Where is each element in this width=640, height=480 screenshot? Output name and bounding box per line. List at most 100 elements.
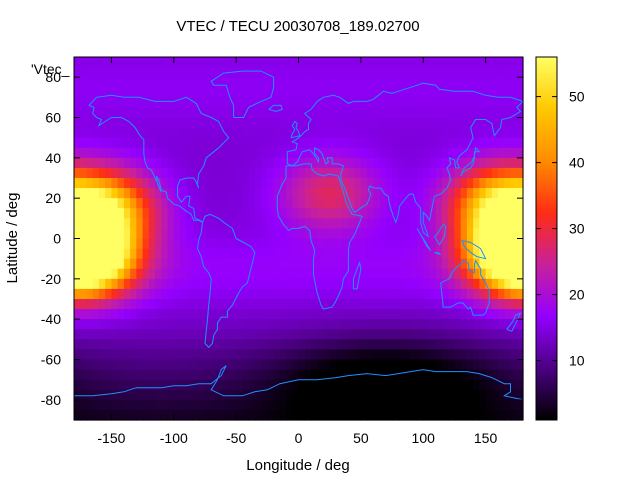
heatmap-cell xyxy=(236,57,243,68)
heatmap-cell xyxy=(248,319,256,330)
heatmap-cell xyxy=(441,137,449,149)
heatmap-cell xyxy=(385,389,393,401)
heatmap-cell xyxy=(354,87,362,98)
heatmap-cell xyxy=(142,97,150,109)
heatmap-cell xyxy=(248,107,256,119)
heatmap-cell xyxy=(261,409,268,421)
heatmap-cell xyxy=(105,178,113,189)
heatmap-cell xyxy=(86,198,94,209)
heatmap-cell xyxy=(279,157,287,169)
heatmap-cell xyxy=(229,319,237,330)
heatmap-cell xyxy=(136,228,144,240)
heatmap-cell xyxy=(323,228,331,240)
heatmap-cell xyxy=(516,238,524,250)
heatmap-cell xyxy=(416,167,424,179)
heatmap-cell xyxy=(279,339,287,351)
heatmap-cell xyxy=(329,359,337,371)
heatmap-cell xyxy=(504,67,512,78)
heatmap-cell xyxy=(80,369,88,381)
heatmap-cell xyxy=(516,208,524,219)
heatmap-cell xyxy=(448,97,456,109)
heatmap-cell xyxy=(448,147,456,159)
heatmap-cell xyxy=(192,107,200,119)
heatmap-cell xyxy=(342,359,349,371)
heatmap-cell xyxy=(92,67,100,78)
heatmap-cell xyxy=(448,77,456,88)
heatmap-cell xyxy=(441,157,449,169)
heatmap-cell xyxy=(236,218,243,230)
heatmap-cell xyxy=(410,258,418,270)
heatmap-cell xyxy=(460,409,468,421)
heatmap-cell xyxy=(448,389,456,401)
heatmap-cell xyxy=(416,389,424,401)
heatmap-cell xyxy=(273,319,281,330)
heatmap-cell xyxy=(130,97,137,109)
heatmap-cell xyxy=(342,248,349,260)
heatmap-cell xyxy=(323,359,331,371)
heatmap-cell xyxy=(398,97,406,109)
heatmap-cell xyxy=(379,329,387,340)
heatmap-cell xyxy=(435,389,443,401)
heatmap-cell xyxy=(186,258,194,270)
heatmap-cell xyxy=(317,369,325,381)
heatmap-cell xyxy=(142,268,150,280)
heatmap-cell xyxy=(404,248,412,260)
heatmap-cell xyxy=(273,309,281,320)
heatmap-cell xyxy=(198,268,206,280)
heatmap-cell xyxy=(398,339,406,351)
heatmap-cell xyxy=(342,137,349,149)
heatmap-cell xyxy=(516,228,524,240)
heatmap-cell xyxy=(385,288,393,300)
heatmap-cell xyxy=(354,359,362,371)
heatmap-cell xyxy=(498,147,505,159)
heatmap-cell xyxy=(211,319,219,330)
heatmap-cell xyxy=(429,349,437,361)
heatmap-cell xyxy=(148,57,156,68)
heatmap-cell xyxy=(211,117,219,129)
heatmap-cell xyxy=(292,238,300,250)
heatmap-cell xyxy=(354,208,362,219)
heatmap-cell xyxy=(348,97,356,109)
heatmap-cell xyxy=(204,379,212,391)
heatmap-cell xyxy=(286,268,293,280)
coastline-path xyxy=(268,104,283,112)
heatmap-cell xyxy=(254,238,262,250)
heatmap-cell xyxy=(510,309,518,320)
heatmap-cell xyxy=(286,178,293,189)
heatmap-cell xyxy=(211,208,219,219)
heatmap-cell xyxy=(92,268,100,280)
heatmap-cell xyxy=(111,167,119,179)
heatmap-cell xyxy=(236,67,243,78)
heatmap-cell xyxy=(74,107,81,119)
heatmap-cell xyxy=(292,228,300,240)
heatmap-cell xyxy=(242,359,250,371)
heatmap-cell xyxy=(504,188,512,199)
heatmap-cell xyxy=(479,188,487,199)
heatmap-cell xyxy=(167,137,175,149)
heatmap-cell xyxy=(86,77,94,88)
heatmap-cell xyxy=(466,178,474,189)
heatmap-cell xyxy=(217,167,225,179)
heatmap-cell xyxy=(454,299,462,310)
heatmap-cell xyxy=(441,87,449,98)
heatmap-cell xyxy=(435,299,443,310)
heatmap-cell xyxy=(329,278,337,290)
heatmap-cell xyxy=(123,379,131,391)
heatmap-cell xyxy=(261,208,268,219)
heatmap-cell xyxy=(229,117,237,129)
heatmap-cell xyxy=(117,57,125,68)
heatmap-cell xyxy=(504,107,512,119)
heatmap-cell xyxy=(479,268,487,280)
heatmap-cell xyxy=(242,67,250,78)
heatmap-cell xyxy=(448,167,456,179)
heatmap-cell xyxy=(136,248,144,260)
heatmap-cell xyxy=(80,278,88,290)
heatmap-cell xyxy=(385,167,393,179)
heatmap-cell xyxy=(142,188,150,199)
heatmap-cell xyxy=(473,409,480,421)
heatmap-cell xyxy=(385,258,393,270)
heatmap-cell xyxy=(429,339,437,351)
heatmap-cell xyxy=(229,359,237,371)
heatmap-cell xyxy=(161,147,169,159)
heatmap-cell xyxy=(155,409,162,421)
